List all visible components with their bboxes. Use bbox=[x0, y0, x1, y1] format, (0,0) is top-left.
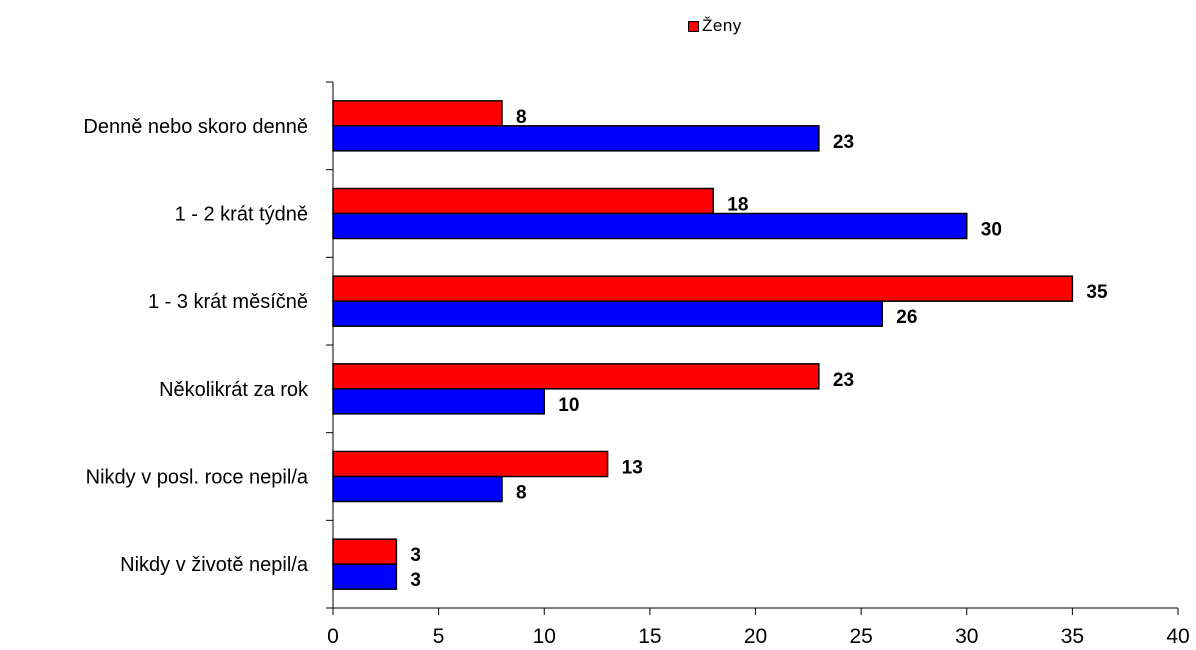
bar bbox=[332, 212, 968, 240]
bar bbox=[332, 125, 820, 152]
data-label: 23 bbox=[833, 132, 854, 153]
bar bbox=[332, 275, 1074, 302]
bar bbox=[332, 300, 883, 327]
bar bbox=[332, 187, 714, 215]
legend-label-zeny: Ženy bbox=[702, 16, 742, 35]
data-label: 8 bbox=[516, 107, 527, 128]
data-label: 30 bbox=[981, 220, 1002, 241]
category-label: 1 - 3 krát měsíčně bbox=[148, 291, 308, 313]
category-label: Nikdy v posl. roce nepil/a bbox=[86, 467, 309, 489]
data-label: 8 bbox=[516, 483, 527, 504]
bar bbox=[332, 475, 503, 503]
legend-swatch-zeny bbox=[688, 20, 699, 32]
x-tick-label: 25 bbox=[849, 625, 872, 648]
x-tick-label: 30 bbox=[955, 625, 978, 648]
data-label: 35 bbox=[1086, 282, 1108, 303]
bar bbox=[332, 100, 503, 127]
x-tick-label: 35 bbox=[1061, 625, 1084, 648]
bar bbox=[332, 538, 398, 565]
x-tick-label: 0 bbox=[327, 625, 339, 648]
data-label: 3 bbox=[410, 545, 421, 566]
bar bbox=[332, 388, 545, 415]
data-label: 23 bbox=[833, 370, 854, 391]
x-tick-label: 5 bbox=[433, 625, 445, 648]
x-tick-label: 40 bbox=[1166, 625, 1189, 648]
x-tick-label: 15 bbox=[638, 625, 661, 648]
category-label: Několikrát za rok bbox=[159, 379, 309, 401]
data-label: 18 bbox=[727, 195, 748, 216]
bar bbox=[332, 563, 398, 590]
data-label: 10 bbox=[558, 395, 579, 416]
data-label: 13 bbox=[622, 458, 643, 479]
category-label: Nikdy v životě nepil/a bbox=[120, 554, 309, 576]
category-label: 1 - 2 krát týdně bbox=[175, 204, 308, 226]
bar bbox=[332, 450, 609, 478]
x-tick-label: 10 bbox=[533, 625, 556, 648]
bar bbox=[332, 363, 820, 390]
legend: Ženy bbox=[688, 16, 742, 36]
data-label: 26 bbox=[896, 307, 917, 328]
category-label: Denně nebo skoro denně bbox=[83, 116, 308, 138]
x-tick-label: 20 bbox=[744, 625, 767, 648]
data-label: 3 bbox=[410, 570, 421, 591]
